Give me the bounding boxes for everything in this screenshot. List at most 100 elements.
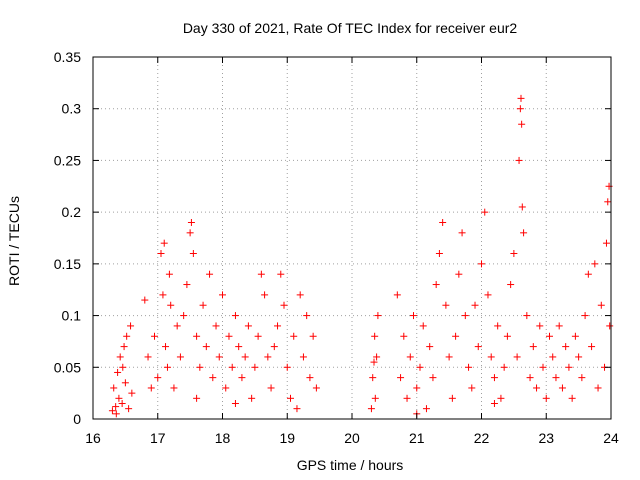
data-point bbox=[112, 410, 120, 418]
data-point bbox=[193, 394, 201, 402]
data-point bbox=[606, 322, 614, 330]
data-point bbox=[128, 389, 136, 397]
y-axis-label: ROTI / TECUs bbox=[6, 196, 22, 286]
data-point bbox=[303, 312, 311, 320]
data-point bbox=[267, 384, 275, 392]
data-point bbox=[481, 208, 489, 216]
data-point bbox=[163, 363, 171, 371]
data-point bbox=[222, 384, 230, 392]
data-point bbox=[542, 394, 550, 402]
data-point bbox=[180, 312, 188, 320]
y-tick-label: 0.2 bbox=[62, 204, 82, 220]
data-point bbox=[484, 291, 492, 299]
data-point bbox=[118, 399, 126, 407]
data-point bbox=[371, 394, 379, 402]
data-point bbox=[277, 270, 285, 278]
data-point bbox=[419, 322, 427, 330]
data-point bbox=[196, 363, 204, 371]
data-point bbox=[406, 353, 414, 361]
data-point bbox=[604, 198, 612, 206]
data-point bbox=[144, 353, 152, 361]
data-point bbox=[225, 332, 233, 340]
data-point bbox=[584, 270, 592, 278]
data-point bbox=[562, 343, 570, 351]
data-point bbox=[435, 250, 443, 258]
data-point bbox=[520, 229, 528, 237]
data-point bbox=[231, 312, 239, 320]
data-point bbox=[371, 332, 379, 340]
data-point bbox=[202, 343, 210, 351]
data-point bbox=[442, 301, 450, 309]
data-point bbox=[490, 374, 498, 382]
data-point bbox=[591, 260, 599, 268]
data-point bbox=[206, 270, 214, 278]
data-point bbox=[518, 120, 526, 128]
y-tick-label: 0.15 bbox=[54, 256, 81, 272]
data-point bbox=[296, 291, 304, 299]
data-point bbox=[238, 374, 246, 382]
data-point bbox=[539, 363, 547, 371]
data-point bbox=[373, 353, 381, 361]
data-point bbox=[244, 322, 252, 330]
x-tick-label: 21 bbox=[409, 430, 425, 446]
data-point bbox=[471, 301, 479, 309]
y-tick-label: 0.35 bbox=[54, 49, 81, 65]
data-point bbox=[199, 301, 207, 309]
data-point bbox=[517, 94, 525, 102]
y-tick-labels: 0 0.05 0.1 0.15 0.2 0.25 0.3 0.35 bbox=[54, 49, 81, 427]
x-tick-label: 17 bbox=[150, 430, 166, 446]
data-point bbox=[254, 332, 262, 340]
y-tick-label: 0.05 bbox=[54, 359, 81, 375]
data-point bbox=[147, 384, 155, 392]
data-point bbox=[565, 363, 573, 371]
data-point bbox=[162, 343, 170, 351]
data-point bbox=[215, 353, 223, 361]
data-point bbox=[426, 343, 434, 351]
data-point bbox=[312, 384, 320, 392]
data-point bbox=[248, 394, 256, 402]
data-point bbox=[533, 384, 541, 392]
data-point bbox=[251, 363, 259, 371]
data-point bbox=[516, 105, 524, 113]
x-tick-label: 20 bbox=[344, 430, 360, 446]
data-point bbox=[159, 291, 167, 299]
data-point bbox=[515, 156, 523, 164]
data-point bbox=[478, 260, 485, 268]
data-point bbox=[474, 343, 482, 351]
data-point bbox=[280, 301, 288, 309]
data-point bbox=[487, 353, 495, 361]
data-point bbox=[160, 239, 168, 247]
data-point bbox=[429, 374, 437, 382]
data-point bbox=[578, 374, 586, 382]
data-point bbox=[219, 291, 226, 299]
data-point bbox=[445, 353, 453, 361]
data-point bbox=[264, 353, 272, 361]
data-point bbox=[115, 394, 123, 402]
data-point bbox=[497, 394, 505, 402]
data-point bbox=[165, 270, 173, 278]
data-point bbox=[581, 312, 589, 320]
data-point bbox=[403, 394, 411, 402]
data-point bbox=[228, 363, 236, 371]
data-point bbox=[588, 343, 596, 351]
data-point bbox=[110, 384, 118, 392]
data-point bbox=[374, 312, 382, 320]
data-point bbox=[167, 301, 175, 309]
x-tick-label: 22 bbox=[474, 430, 490, 446]
data-point bbox=[458, 229, 466, 237]
data-point bbox=[400, 332, 408, 340]
data-point bbox=[500, 363, 508, 371]
data-point bbox=[448, 394, 456, 402]
data-point bbox=[568, 394, 576, 402]
data-point bbox=[299, 353, 307, 361]
data-point bbox=[416, 363, 424, 371]
data-point bbox=[187, 218, 195, 226]
data-point bbox=[193, 332, 201, 340]
data-point bbox=[290, 332, 298, 340]
data-point bbox=[523, 312, 531, 320]
data-point bbox=[545, 332, 553, 340]
data-point bbox=[186, 229, 194, 237]
data-point bbox=[170, 384, 178, 392]
data-point bbox=[141, 296, 149, 304]
